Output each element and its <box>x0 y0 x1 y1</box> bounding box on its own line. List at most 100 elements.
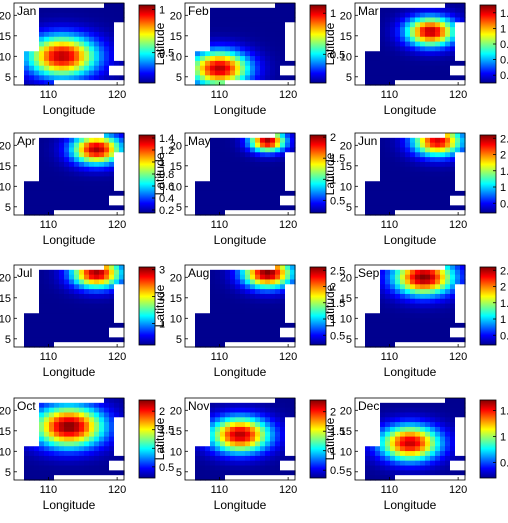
heat-cell <box>84 303 90 310</box>
heat-cell <box>185 210 191 216</box>
heat-cell <box>375 327 381 334</box>
heat-cell <box>195 308 201 314</box>
heat-cell <box>59 181 65 187</box>
heat-cell <box>119 327 125 334</box>
heat-cell <box>59 46 65 52</box>
heat-cell <box>270 152 276 158</box>
heat-cell <box>390 417 396 423</box>
y-tick-label: 5 <box>176 72 182 84</box>
heat-cell <box>260 431 266 438</box>
heat-cell <box>290 41 296 48</box>
heat-cell <box>225 56 231 62</box>
heat-cell <box>450 332 456 338</box>
heat-cell <box>34 51 40 57</box>
heat-cell <box>49 27 55 33</box>
heat-cell <box>69 210 75 216</box>
heat-cell <box>405 441 411 447</box>
heat-cell <box>290 137 296 144</box>
heat-cell <box>460 475 466 481</box>
heat-cell <box>235 318 241 324</box>
heat-cell <box>415 31 421 38</box>
heat-cell <box>29 75 35 81</box>
heat-cell <box>220 422 226 428</box>
heat-cell <box>365 265 371 271</box>
heat-cell <box>104 152 110 158</box>
heat-cell <box>94 3 100 9</box>
heat-cell <box>360 137 366 144</box>
heat-cell <box>99 31 105 38</box>
heat-cell <box>245 70 251 76</box>
heat-cell <box>290 412 296 418</box>
heat-cell <box>290 56 296 62</box>
heat-cell <box>275 7 281 14</box>
heat-cell <box>360 332 366 338</box>
heat-cell <box>39 137 45 144</box>
heat-cell <box>14 65 20 72</box>
heat-cell <box>415 210 421 216</box>
subplot-mar: Mar5101520110120LongitudeLatitude0.40.60… <box>323 2 508 117</box>
heat-cell <box>44 460 50 467</box>
heat-cell <box>445 176 451 182</box>
heat-cell <box>285 308 291 314</box>
heat-cell <box>44 60 50 67</box>
heat-cell <box>360 75 366 81</box>
heat-cell <box>185 3 191 9</box>
heat-cell <box>360 279 366 285</box>
heat-cell <box>210 308 216 314</box>
heat-cell <box>104 279 110 285</box>
heat-cell <box>405 41 411 48</box>
heat-cell <box>430 431 436 438</box>
colorbar-tick-label: 0.5 <box>159 462 174 474</box>
heat-cell <box>220 470 226 476</box>
heat-cell <box>84 289 90 295</box>
heat-cell <box>400 3 406 9</box>
heat-cell <box>49 398 55 404</box>
heat-cell <box>275 417 281 423</box>
heat-cell <box>265 171 271 178</box>
heat-cell <box>275 402 281 409</box>
heat-cell <box>210 41 216 48</box>
heat-cell <box>455 318 461 324</box>
heat-cell <box>290 176 296 182</box>
heat-cell <box>235 176 241 182</box>
heat-cell <box>220 27 226 33</box>
heat-cell <box>375 75 381 81</box>
heat-cell <box>365 157 371 163</box>
heat-cell <box>235 166 241 173</box>
heat-cell <box>370 36 376 43</box>
heat-cell <box>255 161 261 168</box>
heat-cell <box>385 451 391 457</box>
heat-cell <box>240 7 246 14</box>
heat-cell <box>44 279 50 285</box>
heat-cell <box>240 36 246 43</box>
heat-cell <box>285 56 291 62</box>
heat-cell <box>89 190 95 197</box>
heat-cell <box>205 293 211 300</box>
heat-cell <box>19 60 25 67</box>
heat-cell <box>255 303 261 310</box>
heat-cell <box>420 7 426 14</box>
heat-cell <box>99 284 105 290</box>
heat-cell <box>360 269 366 276</box>
heat-cell <box>290 426 296 433</box>
heat-cell <box>240 470 246 476</box>
heat-cell <box>205 475 211 481</box>
heat-cell <box>415 41 421 48</box>
heat-cell <box>250 402 256 409</box>
heat-cell <box>370 27 376 33</box>
heat-cell <box>360 446 366 452</box>
heat-cell <box>430 460 436 467</box>
heat-cell <box>380 56 386 62</box>
heat-cell <box>89 465 95 471</box>
heat-cell <box>205 36 211 43</box>
heat-cell <box>415 318 421 324</box>
heat-cell <box>190 269 196 276</box>
heat-cell <box>69 446 75 452</box>
heat-cell <box>365 133 371 139</box>
heat-cell <box>380 186 386 192</box>
heat-cell <box>450 210 456 216</box>
heat-cell <box>415 455 421 462</box>
heat-cell <box>190 41 196 48</box>
heat-cell <box>255 56 261 62</box>
heat-cell <box>440 412 446 418</box>
